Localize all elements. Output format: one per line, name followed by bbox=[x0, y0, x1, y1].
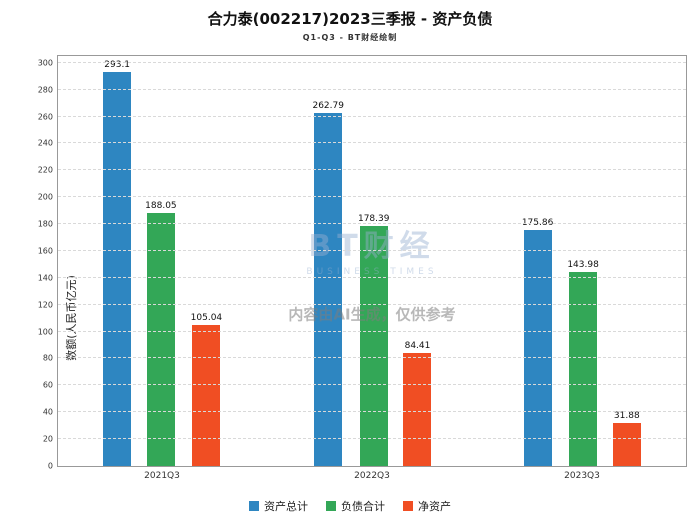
y-tick-label: 100 bbox=[37, 327, 53, 337]
legend-item-1[interactable]: 资产总计 bbox=[249, 498, 308, 514]
legend-swatch bbox=[326, 501, 336, 511]
bar-series-1 bbox=[523, 229, 552, 466]
bar-value-label: 143.98 bbox=[567, 260, 599, 271]
y-tick-label: 160 bbox=[37, 246, 53, 256]
legend-item-2[interactable]: 负债合计 bbox=[326, 498, 385, 514]
gridline bbox=[58, 142, 686, 144]
y-tick-label: 200 bbox=[37, 192, 53, 202]
bar-wrap: 175.86 bbox=[521, 56, 554, 466]
legend-label: 资产总计 bbox=[264, 500, 308, 513]
bar-groups: 293.1 188.05 105.04 262.79 178.39 84.41 175.86… bbox=[58, 56, 686, 466]
gridline bbox=[58, 223, 686, 225]
bar-wrap: 262.79 bbox=[312, 56, 344, 466]
bar-value-label: 105.04 bbox=[190, 312, 223, 323]
gridline bbox=[58, 88, 686, 90]
bar-value-label: 178.39 bbox=[357, 214, 390, 225]
y-tick-label: 80 bbox=[42, 353, 53, 363]
gridline bbox=[58, 196, 686, 198]
gridline bbox=[58, 61, 686, 63]
gridline bbox=[58, 357, 686, 359]
bar-value-label: 188.05 bbox=[145, 201, 177, 212]
bar-wrap: 31.88 bbox=[612, 56, 641, 466]
bar-value-label: 175.86 bbox=[521, 217, 554, 228]
bar-group-2021Q3: 293.1 188.05 105.04 bbox=[103, 56, 222, 466]
y-tick-label: 0 bbox=[47, 461, 53, 471]
y-tick-label: 240 bbox=[37, 138, 53, 148]
bar-value-label: 84.41 bbox=[404, 340, 431, 351]
y-tick-label: 280 bbox=[37, 85, 53, 95]
gridline bbox=[58, 115, 686, 117]
legend-label: 负债合计 bbox=[341, 500, 385, 513]
chart-title: 合力泰(002217)2023三季报 - 资产负债 bbox=[207, 10, 493, 28]
legend-swatch bbox=[403, 501, 413, 511]
bar-series-3 bbox=[192, 324, 221, 466]
bar-series-3 bbox=[403, 352, 432, 466]
y-tick-label: 300 bbox=[37, 58, 53, 68]
bar-group-2023Q3: 175.86 143.98 31.88 bbox=[522, 56, 641, 466]
y-tick-label: 40 bbox=[42, 407, 53, 417]
bar-wrap: 293.1 bbox=[103, 56, 132, 466]
bar-value-label: 262.79 bbox=[312, 100, 344, 111]
bar-wrap: 84.41 bbox=[403, 56, 432, 466]
y-tick-label: 180 bbox=[37, 219, 53, 229]
y-tick-label: 260 bbox=[37, 112, 53, 121]
gridline bbox=[58, 249, 686, 251]
y-tick-label: 140 bbox=[37, 273, 53, 283]
bar-group-2022Q3: 262.79 178.39 84.41 bbox=[312, 56, 432, 466]
gridline bbox=[58, 411, 686, 413]
legend-label: 净资产 bbox=[418, 500, 451, 513]
x-tick-label: 2022Q3 bbox=[354, 471, 390, 481]
legend: 资产总计 负债合计 净资产 bbox=[0, 498, 700, 514]
bar-series-1 bbox=[103, 72, 132, 466]
y-tick-label: 220 bbox=[37, 165, 53, 175]
x-axis-ticks: 2021Q3 2022Q3 2023Q3 bbox=[57, 471, 687, 481]
y-tick-label: 120 bbox=[37, 300, 53, 310]
gridline bbox=[58, 169, 686, 171]
bar-wrap: 105.04 bbox=[190, 56, 223, 466]
bar-series-1 bbox=[314, 112, 343, 466]
bar-series-2 bbox=[146, 213, 175, 466]
y-tick-label: 60 bbox=[42, 380, 53, 390]
y-tick-label: 20 bbox=[42, 434, 53, 444]
bar-wrap: 178.39 bbox=[357, 56, 390, 466]
gridline bbox=[58, 438, 686, 440]
bar-wrap: 188.05 bbox=[145, 56, 177, 466]
x-tick-label: 2023Q3 bbox=[564, 471, 600, 481]
bar-series-3 bbox=[612, 423, 641, 466]
plot-area: 数额(人民币亿元) 293.1 188.05 105.04 262.79 178.39 8… bbox=[38, 55, 687, 471]
bar-value-label: 31.88 bbox=[613, 411, 640, 422]
chart-subtitle: Q1-Q3 - BT财经绘制 bbox=[302, 33, 398, 42]
gridline bbox=[58, 330, 686, 332]
gridline bbox=[58, 384, 686, 386]
bar-wrap: 143.98 bbox=[567, 56, 599, 466]
legend-swatch bbox=[249, 501, 259, 511]
bar-series-2 bbox=[359, 226, 388, 466]
bar-series-2 bbox=[569, 272, 598, 466]
x-tick-label: 2021Q3 bbox=[144, 471, 180, 481]
gridline bbox=[58, 276, 686, 278]
bar-value-label: 293.1 bbox=[104, 60, 131, 70]
gridline bbox=[58, 303, 686, 305]
legend-item-3[interactable]: 净资产 bbox=[403, 498, 451, 514]
